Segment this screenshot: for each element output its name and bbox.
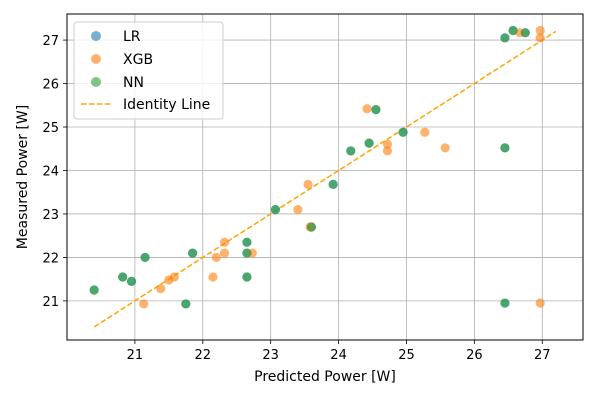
point-xgb bbox=[208, 272, 218, 282]
y-tick-label: 22 bbox=[42, 251, 59, 266]
point-nn bbox=[270, 205, 281, 215]
plot-frame bbox=[66, 13, 584, 341]
point-xgb bbox=[211, 252, 221, 263]
grid-lines bbox=[67, 14, 583, 340]
y-tick-label: 27 bbox=[42, 34, 59, 49]
point-xgb bbox=[382, 139, 393, 149]
point-nn bbox=[140, 252, 150, 263]
point-xgb bbox=[535, 33, 545, 43]
point-nn bbox=[346, 146, 356, 156]
point-nn bbox=[242, 248, 252, 258]
point-nn bbox=[500, 298, 510, 308]
point-xgb bbox=[535, 25, 545, 36]
legend-label-nn: NN bbox=[123, 75, 144, 91]
point-xgb bbox=[293, 205, 303, 215]
point-nn bbox=[181, 299, 191, 309]
point-xgb bbox=[362, 104, 372, 114]
point-nn bbox=[398, 127, 408, 137]
x-tick-label: 24 bbox=[330, 348, 347, 363]
point-xgb bbox=[440, 143, 450, 153]
point-xgb bbox=[219, 237, 230, 247]
point-nn bbox=[364, 138, 374, 148]
point-nn bbox=[371, 105, 381, 115]
legend-frame bbox=[73, 21, 224, 120]
point-nn bbox=[188, 248, 198, 258]
point-nn bbox=[242, 237, 252, 247]
point-xgb bbox=[169, 272, 179, 282]
point-nn bbox=[89, 285, 99, 295]
legend-marker-lr bbox=[91, 31, 101, 41]
y-tick-label: 24 bbox=[42, 164, 59, 179]
y-tick-label: 26 bbox=[42, 78, 59, 93]
x-tick-label: 21 bbox=[127, 348, 144, 363]
x-axis-ticks: 21 22 23 24 25 26 27 bbox=[127, 340, 551, 363]
point-xgb bbox=[382, 146, 393, 156]
data-points bbox=[89, 25, 545, 309]
legend-label-xgb: XGB bbox=[123, 52, 153, 68]
point-xgb bbox=[535, 298, 545, 308]
legend-marker-xgb bbox=[91, 54, 101, 64]
point-nn bbox=[126, 276, 137, 286]
point-xgb bbox=[303, 179, 313, 189]
legend-label-identity-line: Identity Line bbox=[123, 97, 210, 113]
x-tick-label: 25 bbox=[398, 348, 415, 363]
point-xgb bbox=[139, 299, 149, 309]
x-tick-label: 26 bbox=[466, 348, 483, 363]
x-tick-label: 23 bbox=[262, 348, 279, 363]
point-xgb bbox=[219, 248, 230, 258]
y-axis-label: Measured Power [W] bbox=[15, 105, 31, 249]
point-xgb bbox=[420, 127, 430, 137]
legend-label-lr: LR bbox=[123, 29, 141, 45]
legend-marker-nn bbox=[91, 77, 101, 87]
point-xgb bbox=[156, 284, 166, 294]
y-tick-label: 25 bbox=[42, 121, 59, 136]
x-tick-label: 27 bbox=[534, 348, 551, 363]
x-axis-label: Predicted Power [W] bbox=[254, 369, 396, 385]
point-nn bbox=[328, 179, 338, 189]
point-nn bbox=[520, 28, 530, 38]
point-nn bbox=[242, 272, 252, 282]
y-axis-ticks: 21 22 23 24 25 26 27 bbox=[42, 34, 67, 310]
point-nn bbox=[118, 272, 128, 282]
y-tick-label: 23 bbox=[42, 208, 59, 223]
point-nn bbox=[306, 222, 317, 232]
y-tick-label: 21 bbox=[42, 295, 59, 310]
point-nn bbox=[508, 25, 518, 36]
x-tick-label: 22 bbox=[195, 348, 212, 363]
point-nn bbox=[500, 143, 510, 153]
legend: LR XGB NN Identity Line bbox=[73, 21, 224, 120]
point-nn bbox=[500, 33, 510, 43]
